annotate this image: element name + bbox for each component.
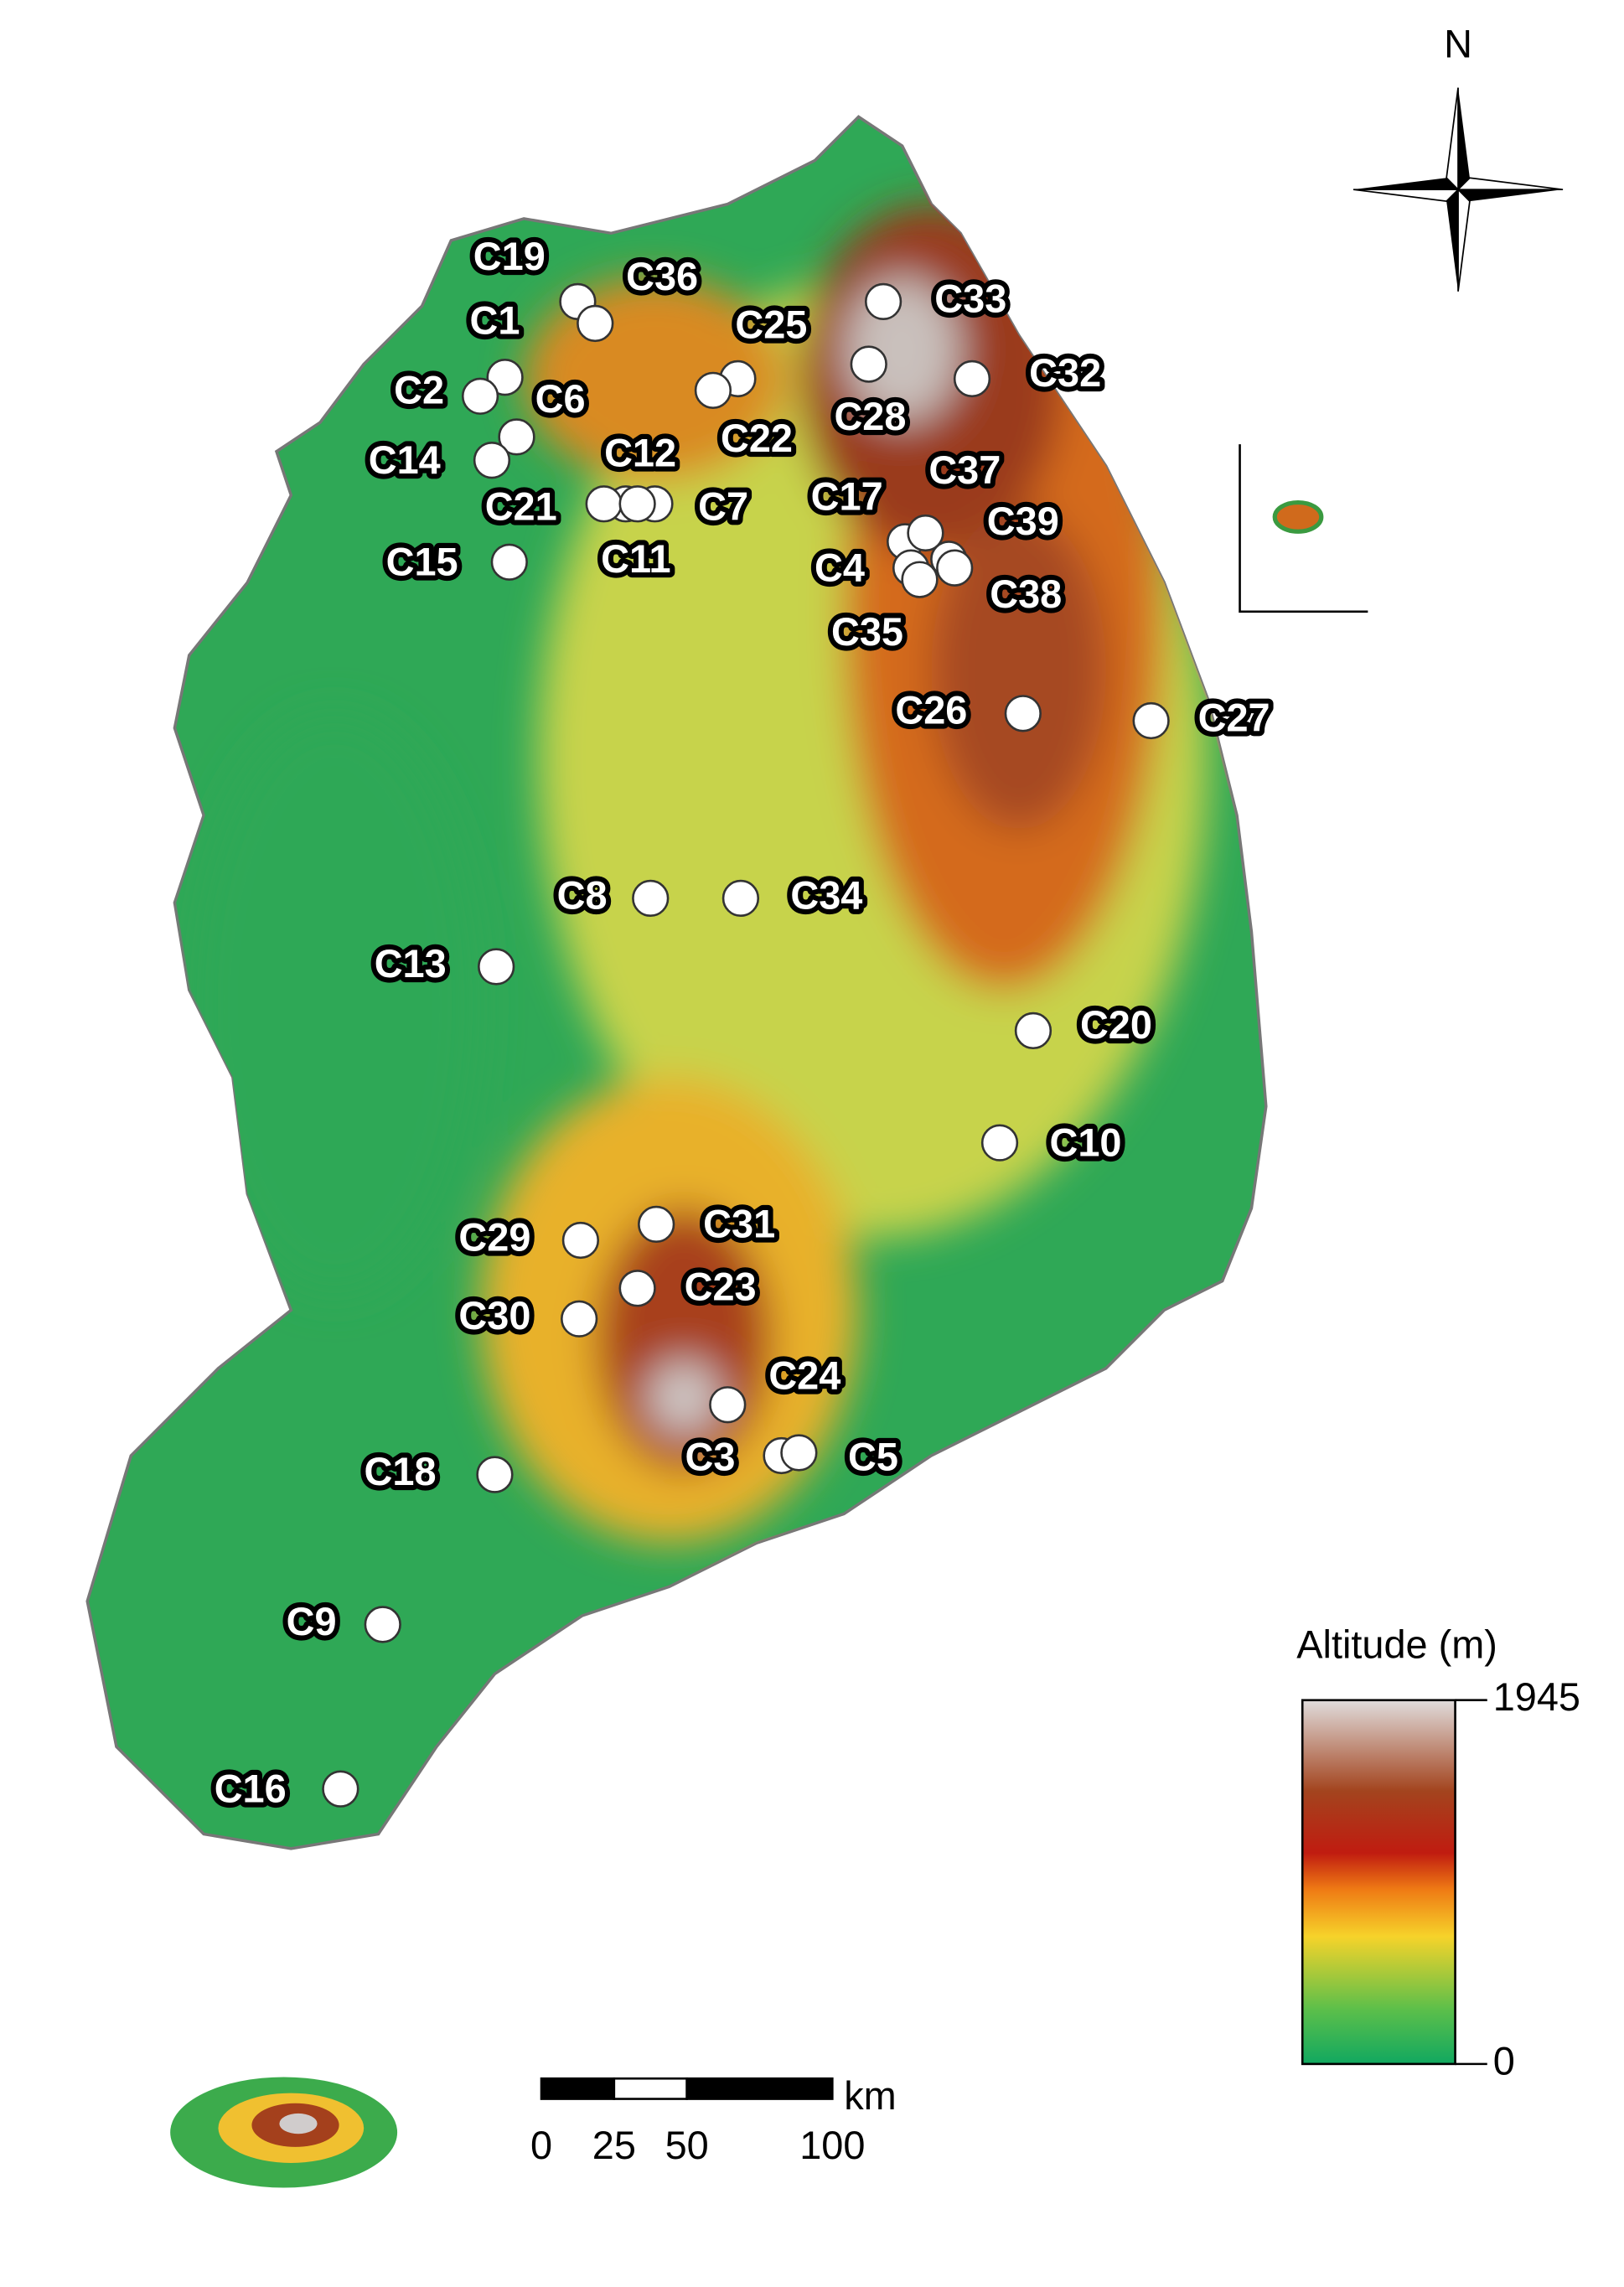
site-marker xyxy=(561,1300,598,1338)
compass xyxy=(1352,87,1564,292)
site-label: C35 xyxy=(831,610,903,654)
site-label: C26 xyxy=(895,689,967,732)
site-label: C38 xyxy=(990,572,1062,616)
site-marker xyxy=(864,282,903,321)
site-label: C2 xyxy=(394,369,444,412)
inset xyxy=(1239,444,1368,613)
site-marker xyxy=(709,1386,747,1424)
site-label: C8 xyxy=(557,873,608,917)
site-label: C32 xyxy=(1029,351,1101,395)
site-marker xyxy=(632,879,670,918)
site-marker xyxy=(498,418,535,456)
site-marker xyxy=(907,514,944,552)
site-marker xyxy=(953,360,991,398)
site-marker xyxy=(1132,701,1170,740)
site-marker xyxy=(461,377,499,415)
site-label: C7 xyxy=(698,485,748,529)
legend-ticks: 1945 0 xyxy=(1455,1675,1580,2083)
site-label: C10 xyxy=(1049,1120,1121,1164)
site-label: C14 xyxy=(369,438,441,482)
scale-tick-label: 50 xyxy=(665,2124,709,2167)
scale-segment xyxy=(540,2077,616,2100)
legend-title: Altitude (m) xyxy=(1296,1623,1497,1667)
site-label: C27 xyxy=(1198,696,1270,739)
site-label: C9 xyxy=(287,1600,337,1643)
site-label: C28 xyxy=(834,395,906,438)
site-marker xyxy=(473,442,511,479)
site-marker xyxy=(1004,695,1042,732)
site-label: C15 xyxy=(386,541,458,584)
scale-tick-label: 0 xyxy=(530,2124,552,2167)
site-marker xyxy=(478,948,515,986)
site-marker xyxy=(490,543,528,581)
site-label: C16 xyxy=(215,1767,287,1811)
site-marker xyxy=(850,345,887,383)
jeju-island xyxy=(170,2077,398,2188)
site-marker xyxy=(721,879,760,918)
site-label: C17 xyxy=(811,474,883,518)
site-label: C11 xyxy=(601,537,670,581)
site-label: C21 xyxy=(485,485,557,529)
site-label: C13 xyxy=(375,942,447,986)
site-label: C18 xyxy=(365,1450,437,1493)
scale-segment xyxy=(613,2077,688,2100)
site-label: C1 xyxy=(469,298,520,342)
site-marker xyxy=(476,1456,514,1493)
site-label: C29 xyxy=(458,1215,530,1259)
scale-unit: km xyxy=(844,2074,897,2118)
scale-tick-label: 100 xyxy=(799,2124,865,2167)
site-label: C6 xyxy=(535,377,586,421)
site-marker xyxy=(561,1221,600,1260)
site-marker xyxy=(618,485,656,523)
site-marker xyxy=(577,304,614,343)
site-label: C4 xyxy=(815,546,865,590)
site-label: C24 xyxy=(768,1353,840,1397)
site-marker xyxy=(1014,1012,1052,1050)
site-marker xyxy=(980,1124,1019,1162)
legend-tick-label: 1945 xyxy=(1493,1675,1580,1719)
site-label: C22 xyxy=(721,417,793,460)
legend-colorbar xyxy=(1301,1699,1456,2066)
site-label: C23 xyxy=(685,1265,757,1308)
scale-tick-label: 25 xyxy=(592,2124,636,2167)
site-label: C33 xyxy=(934,277,1006,320)
site-label: C39 xyxy=(987,499,1059,543)
site-label: C36 xyxy=(626,255,698,298)
site-label: C37 xyxy=(928,448,1001,492)
site-marker xyxy=(585,485,623,523)
site-marker xyxy=(486,359,524,396)
site-label: C25 xyxy=(735,303,807,347)
scale-bar: 0 25 50 100 km xyxy=(530,2074,897,2167)
north-label: N xyxy=(1444,22,1472,65)
site-label: C30 xyxy=(458,1294,530,1338)
site-label: C20 xyxy=(1080,1003,1152,1047)
site-marker xyxy=(322,1770,359,1808)
site-marker xyxy=(936,549,974,587)
site-marker xyxy=(364,1606,401,1643)
legend-tick-label: 0 xyxy=(1493,2039,1515,2083)
site-marker xyxy=(638,1205,675,1244)
site-marker xyxy=(901,561,939,598)
site-label: C34 xyxy=(790,873,862,917)
site-marker xyxy=(694,371,732,409)
sites: C19 C36 C1 C2 C6 C14 C12 C21 C7 C11 C15 C25 C22 C33 C2… xyxy=(209,230,1275,1816)
site-label: C12 xyxy=(604,431,676,474)
site-label: C3 xyxy=(685,1436,735,1479)
site-label: C31 xyxy=(703,1203,775,1246)
site-label: C19 xyxy=(473,235,546,278)
site-marker xyxy=(780,1434,818,1472)
site-label: C5 xyxy=(848,1436,898,1479)
scale-segment xyxy=(685,2077,834,2100)
site-marker xyxy=(618,1270,656,1307)
